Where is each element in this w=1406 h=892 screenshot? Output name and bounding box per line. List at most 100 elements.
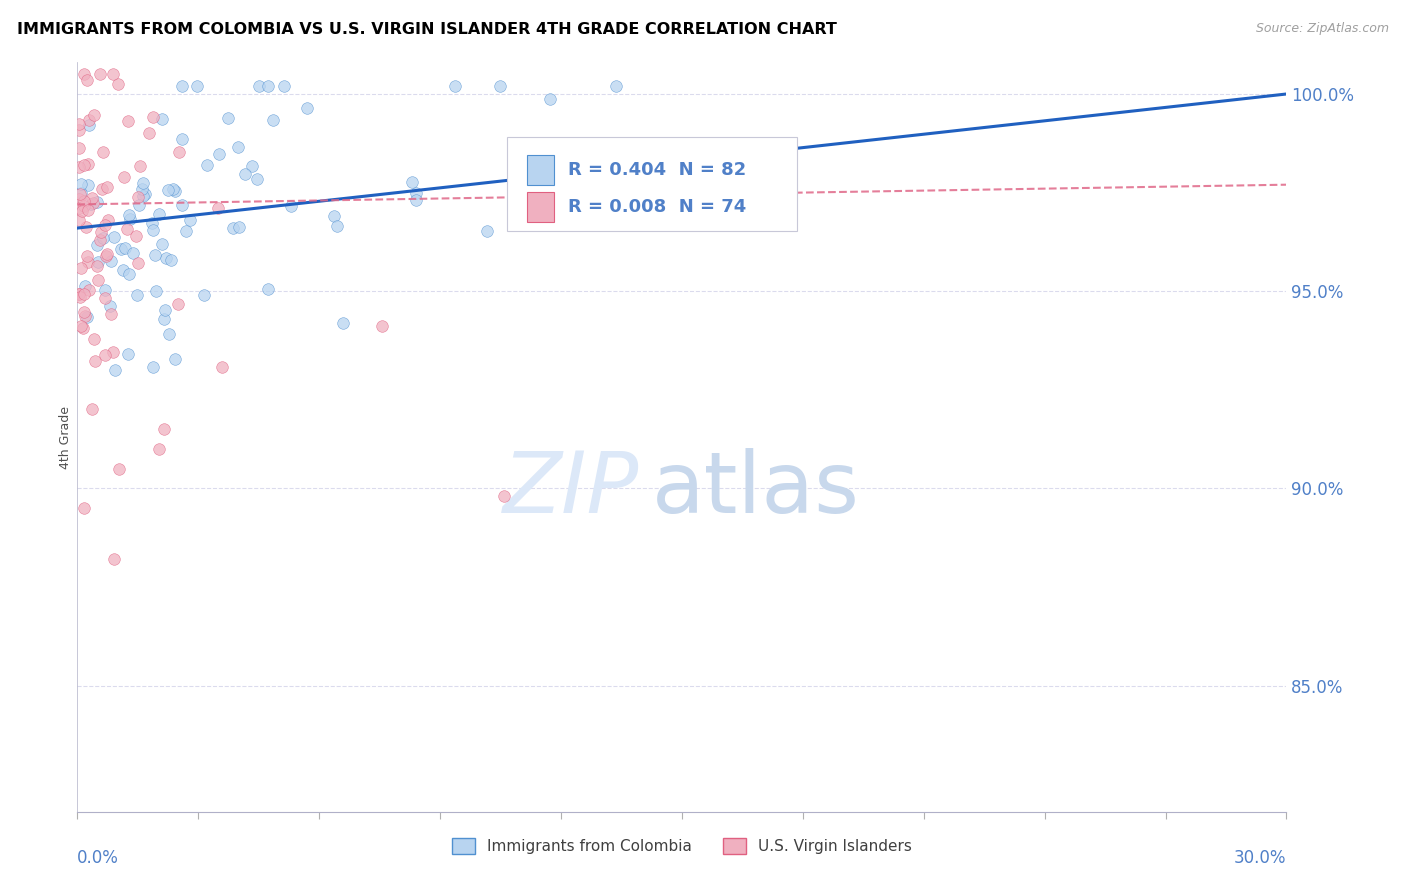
Point	[208, 147, 231, 161]
Point	[148, 442, 170, 456]
Point	[91, 145, 114, 159]
Point	[83, 108, 105, 122]
Point	[143, 248, 166, 262]
Point	[86, 273, 108, 287]
Bar	[527, 154, 554, 185]
Point	[73, 67, 96, 81]
Text: atlas: atlas	[652, 448, 859, 531]
Point	[326, 219, 349, 233]
Point	[129, 159, 152, 173]
Point	[332, 316, 354, 330]
Point	[538, 92, 561, 106]
Point	[94, 348, 117, 362]
Point	[103, 230, 125, 244]
Point	[280, 199, 302, 213]
Point	[77, 202, 100, 217]
Point	[89, 233, 111, 247]
Point	[128, 198, 150, 212]
Point	[76, 249, 98, 263]
Point	[67, 287, 90, 301]
Point	[153, 302, 176, 317]
Point	[77, 255, 100, 269]
Point	[156, 184, 179, 198]
Point	[217, 111, 239, 125]
Point	[262, 112, 284, 127]
Point	[67, 287, 90, 301]
Point	[89, 67, 111, 81]
Point	[67, 202, 90, 216]
Point	[82, 196, 104, 211]
Point	[69, 186, 91, 201]
Point	[117, 114, 139, 128]
Point	[96, 180, 118, 194]
Text: Source: ZipAtlas.com: Source: ZipAtlas.com	[1256, 22, 1389, 36]
Point	[235, 168, 257, 182]
Point	[86, 238, 108, 252]
Point	[226, 140, 249, 154]
Point	[211, 359, 233, 374]
Point	[86, 194, 108, 209]
Point	[90, 225, 112, 239]
Point	[103, 345, 125, 359]
Text: IMMIGRANTS FROM COLOMBIA VS U.S. VIRGIN ISLANDER 4TH GRADE CORRELATION CHART: IMMIGRANTS FROM COLOMBIA VS U.S. VIRGIN …	[17, 22, 837, 37]
Point	[273, 79, 295, 94]
Point	[125, 287, 148, 301]
Point	[125, 228, 148, 243]
Point	[73, 279, 96, 293]
Point	[127, 190, 149, 204]
Point	[475, 224, 498, 238]
Point	[121, 245, 143, 260]
Point	[167, 145, 190, 160]
Point	[405, 193, 427, 207]
Point	[80, 197, 103, 211]
Point	[110, 242, 132, 256]
Point	[240, 159, 263, 173]
Point	[170, 79, 193, 94]
Text: ZIP: ZIP	[503, 448, 640, 531]
Point	[76, 157, 98, 171]
Point	[73, 501, 96, 516]
Point	[94, 249, 117, 263]
Point	[82, 191, 104, 205]
Point	[141, 216, 163, 230]
Point	[118, 267, 141, 281]
Point	[505, 158, 527, 172]
Point	[73, 194, 96, 208]
Point	[444, 79, 467, 94]
Point	[91, 231, 114, 245]
Point	[245, 172, 267, 186]
Point	[73, 158, 96, 172]
Point	[94, 283, 117, 297]
Point	[111, 262, 134, 277]
Point	[228, 220, 250, 235]
Point	[76, 73, 98, 87]
Point	[87, 255, 110, 269]
Point	[86, 259, 108, 273]
Point	[101, 67, 124, 81]
Point	[401, 175, 423, 189]
Point	[134, 186, 156, 201]
Point	[132, 189, 155, 203]
Point	[117, 347, 139, 361]
Point	[94, 218, 117, 232]
Point	[179, 212, 201, 227]
Point	[94, 291, 117, 305]
Point	[117, 221, 139, 235]
Point	[176, 224, 198, 238]
Point	[153, 422, 176, 436]
Point	[160, 252, 183, 267]
Point	[100, 307, 122, 321]
Point	[120, 211, 142, 226]
Point	[75, 219, 97, 234]
Point	[72, 204, 94, 219]
Point	[165, 351, 187, 366]
Point	[91, 182, 114, 196]
Point	[131, 182, 153, 196]
Point	[222, 220, 245, 235]
Point	[405, 186, 427, 200]
Point	[257, 79, 280, 94]
Point	[77, 118, 100, 132]
Point	[138, 126, 160, 140]
Point	[70, 261, 93, 276]
Point	[96, 246, 118, 260]
